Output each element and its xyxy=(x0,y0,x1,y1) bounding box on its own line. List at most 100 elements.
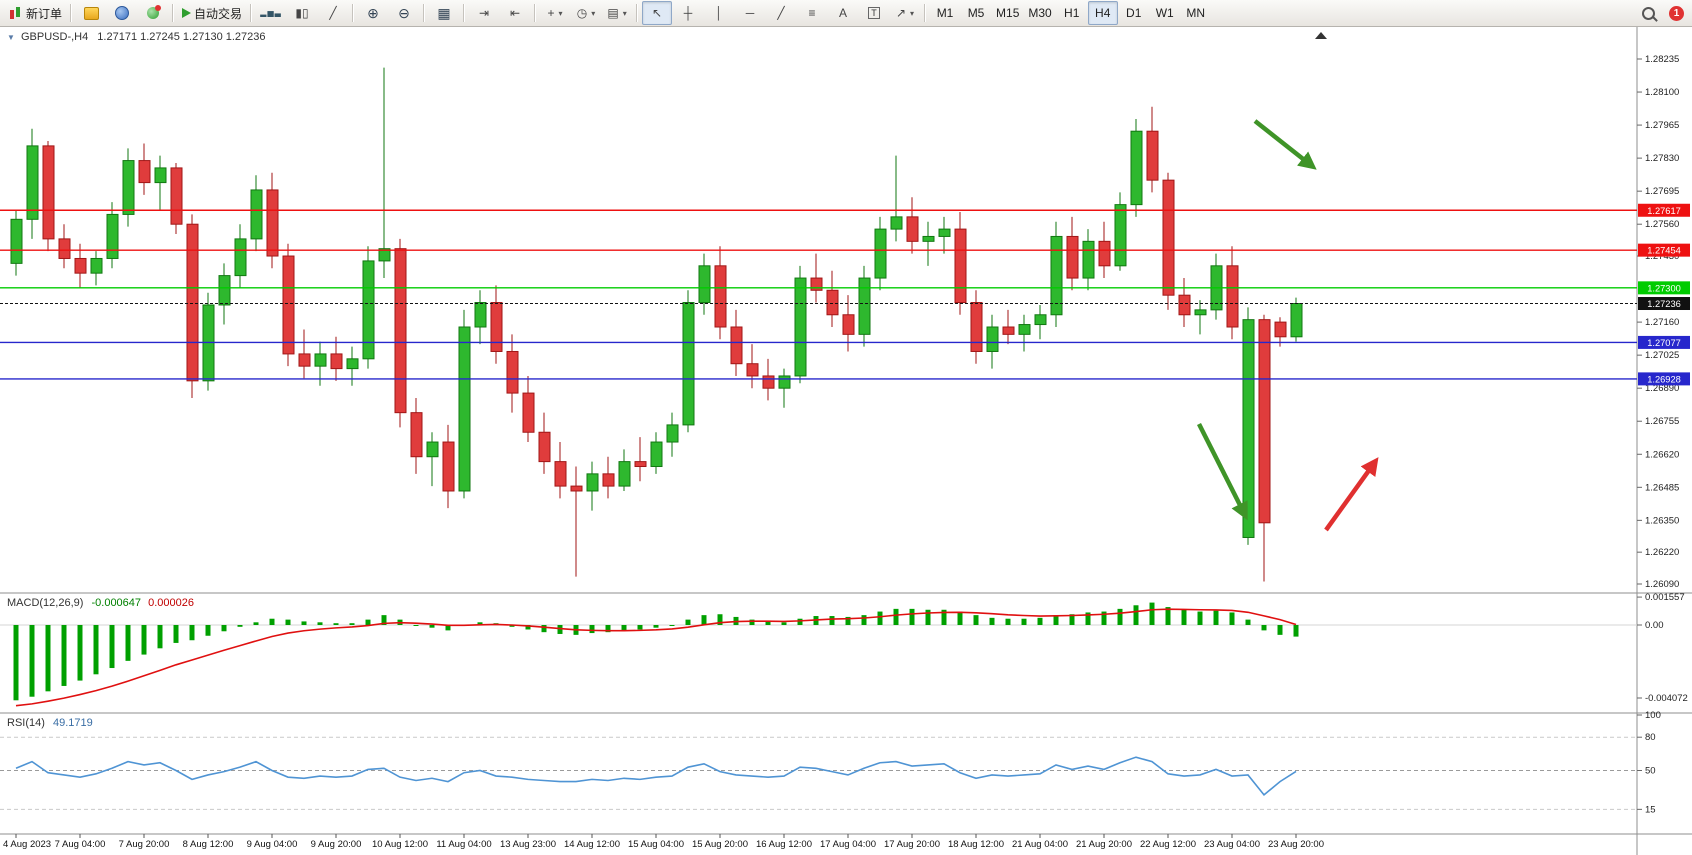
fibonacci-icon-glyph: ≡ xyxy=(808,6,816,20)
svg-text:16 Aug 12:00: 16 Aug 12:00 xyxy=(756,839,812,850)
chart-shift-icon-glyph: ⇤ xyxy=(510,6,521,20)
tf-h1-label: H1 xyxy=(1064,6,1080,20)
svg-text:1.27025: 1.27025 xyxy=(1645,350,1679,361)
svg-text:1.27300: 1.27300 xyxy=(1647,283,1681,293)
search-button[interactable] xyxy=(1633,1,1663,25)
svg-text:1.28235: 1.28235 xyxy=(1645,54,1679,65)
green-arrow-down-right-bottom xyxy=(1196,422,1248,521)
candlestick-chart-icon[interactable]: ▮▯ xyxy=(287,1,317,25)
mql-community-icon xyxy=(147,5,162,19)
svg-text:23 Aug 04:00: 23 Aug 04:00 xyxy=(1204,839,1260,850)
chart-canvas[interactable]: 1.28235 1.28100 1.27965 1.27830 1.27695 1.275… xyxy=(0,27,1692,855)
navigator-icon[interactable] xyxy=(107,1,137,25)
chevron-down-icon: ▾ xyxy=(910,8,915,18)
svg-text:1.28100: 1.28100 xyxy=(1645,87,1679,98)
zoom-in-icon[interactable]: ⊕ xyxy=(358,1,388,25)
svg-text:-0.004072: -0.004072 xyxy=(1645,693,1688,704)
autotrading-button-label: 自动交易 xyxy=(194,6,243,21)
new-order-button[interactable]: 新订单 xyxy=(4,1,66,25)
cursor-icon-glyph: ↖ xyxy=(652,6,663,20)
line-chart-icon[interactable]: ╱ xyxy=(318,1,348,25)
toolbar-separator xyxy=(172,4,175,22)
periods-icon[interactable]: ◷ ▾ xyxy=(571,1,601,25)
fibonacci-icon[interactable]: ≡ xyxy=(797,1,827,25)
new-order-icon xyxy=(8,6,23,20)
tile-windows-icon-glyph: ▦ xyxy=(437,5,451,21)
svg-text:14 Aug 12:00: 14 Aug 12:00 xyxy=(564,839,620,850)
tf-h1[interactable]: H1 xyxy=(1057,1,1087,25)
svg-text:1.26350: 1.26350 xyxy=(1645,515,1679,526)
tf-m15-label: M15 xyxy=(996,6,1020,20)
bar-chart-icon-glyph: ▂▅▃ xyxy=(260,8,282,17)
toolbar-right: 1 xyxy=(1633,1,1688,25)
toolbar-separator xyxy=(250,4,253,22)
svg-text:15 Aug 20:00: 15 Aug 20:00 xyxy=(692,839,748,850)
tile-windows-icon[interactable]: ▦ xyxy=(429,1,459,25)
toolbar: 新订单 自动交易 ▂▅▃ ▮▯ ╱ ⊕ ⊖ ▦ ⇥ ⇤ + ▾ ◷ ▾ ▤ ▾ ↖ ┼ │ ─ ╱ ≡ A T ↗ ▾ M1 M5 M1… xyxy=(0,0,1692,27)
crosshair-icon-glyph: ┼ xyxy=(683,6,693,20)
toolbar-separator xyxy=(924,4,927,22)
trendline-icon[interactable]: ╱ xyxy=(766,1,796,25)
svg-text:1.27160: 1.27160 xyxy=(1645,317,1679,328)
arrow-objects-layer xyxy=(1196,119,1379,532)
tf-h4[interactable]: H4 xyxy=(1087,1,1118,25)
indicators-icon[interactable]: + ▾ xyxy=(540,1,570,25)
tf-m15[interactable]: M15 xyxy=(992,1,1023,25)
tf-d1-label: D1 xyxy=(1126,6,1142,20)
auto-scroll-icon-glyph: ⇥ xyxy=(479,6,490,20)
svg-text:1.27454: 1.27454 xyxy=(1647,246,1681,256)
vertical-line-icon-glyph: │ xyxy=(715,6,723,20)
price-scale: 1.28235 1.28100 1.27965 1.27830 1.27695 1.275… xyxy=(1637,54,1690,590)
svg-text:1.26485: 1.26485 xyxy=(1645,482,1679,493)
tf-h4-label: H4 xyxy=(1095,6,1111,20)
cursor-icon[interactable]: ↖ xyxy=(642,1,673,25)
svg-text:1.26220: 1.26220 xyxy=(1645,547,1679,558)
zoom-out-icon-glyph: ⊖ xyxy=(398,5,410,21)
svg-text:1.26755: 1.26755 xyxy=(1645,416,1679,427)
tf-d1[interactable]: D1 xyxy=(1119,1,1149,25)
tf-m1[interactable]: M1 xyxy=(930,1,960,25)
bar-chart-icon[interactable]: ▂▅▃ xyxy=(256,1,286,25)
tf-w1[interactable]: W1 xyxy=(1150,1,1180,25)
market-watch-icon[interactable] xyxy=(76,1,106,25)
market-watch-icon xyxy=(83,6,99,20)
svg-text:9 Aug 04:00: 9 Aug 04:00 xyxy=(247,839,298,850)
crosshair-icon[interactable]: ┼ xyxy=(673,1,703,25)
autotrading-button[interactable]: 自动交易 xyxy=(178,1,246,25)
tf-m5[interactable]: M5 xyxy=(961,1,991,25)
chevron-down-icon: ▾ xyxy=(591,8,596,18)
svg-text:0.00: 0.00 xyxy=(1645,620,1664,631)
svg-text:100: 100 xyxy=(1645,710,1661,721)
text-label-icon[interactable]: T xyxy=(859,1,889,25)
tf-m30[interactable]: M30 xyxy=(1024,1,1055,25)
mql-community-icon[interactable] xyxy=(138,1,168,25)
zoom-out-icon[interactable]: ⊖ xyxy=(389,1,419,25)
svg-text:0.001557: 0.001557 xyxy=(1645,592,1685,603)
svg-text:1.26620: 1.26620 xyxy=(1645,449,1679,460)
autotrading-play-icon xyxy=(182,8,192,18)
tf-m1-label: M1 xyxy=(936,6,954,20)
chart-shift-icon[interactable]: ⇤ xyxy=(500,1,530,25)
candles-layer xyxy=(10,67,1303,582)
horizontal-line-icon[interactable]: ─ xyxy=(735,1,765,25)
tf-mn[interactable]: MN xyxy=(1181,1,1211,25)
svg-text:7 Aug 04:00: 7 Aug 04:00 xyxy=(55,839,106,850)
notifications-badge[interactable]: 1 xyxy=(1669,5,1684,21)
toolbar-separator xyxy=(636,4,639,22)
svg-text:10 Aug 12:00: 10 Aug 12:00 xyxy=(372,839,428,850)
arrow-objects-icon[interactable]: ↗ ▾ xyxy=(890,1,920,25)
price-chart-svg: 1.28235 1.28100 1.27965 1.27830 1.27695 1.275… xyxy=(0,27,1692,855)
auto-scroll-icon[interactable]: ⇥ xyxy=(469,1,499,25)
svg-text:8 Aug 12:00: 8 Aug 12:00 xyxy=(183,839,234,850)
svg-text:1.27830: 1.27830 xyxy=(1645,153,1679,164)
new-order-button-label: 新订单 xyxy=(26,6,63,21)
vertical-line-icon[interactable]: │ xyxy=(704,1,734,25)
svg-text:80: 80 xyxy=(1645,732,1656,743)
svg-text:1.26890: 1.26890 xyxy=(1645,383,1679,394)
templates-icon[interactable]: ▤ ▾ xyxy=(602,1,632,25)
svg-text:21 Aug 04:00: 21 Aug 04:00 xyxy=(1012,839,1068,850)
svg-text:1.26090: 1.26090 xyxy=(1645,579,1679,590)
arrow-objects-icon-glyph: ↗ xyxy=(895,6,907,20)
text-icon[interactable]: A xyxy=(828,1,858,25)
